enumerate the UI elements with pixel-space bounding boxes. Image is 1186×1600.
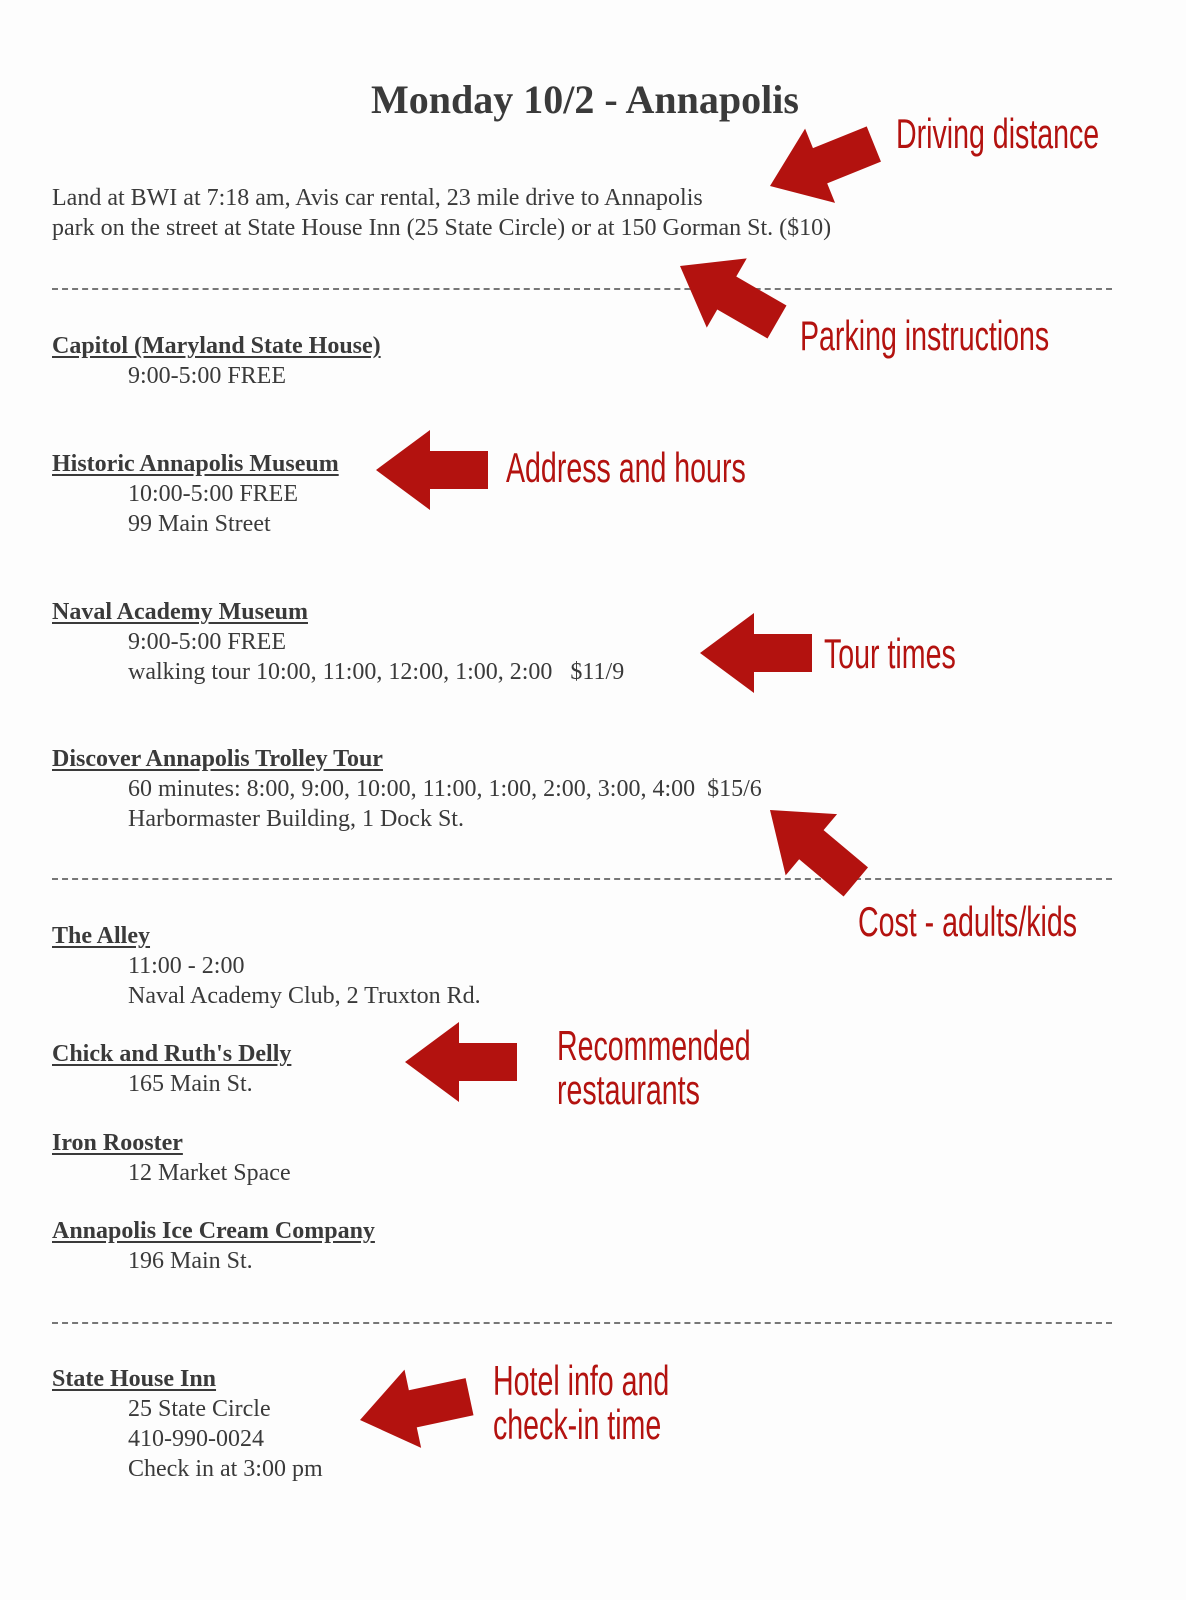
restaurant-the-alley: The Alley 11:00 - 2:00 Naval Academy Clu… — [52, 921, 481, 1011]
restaurant-chick-and-ruths: Chick and Ruth's Delly 165 Main St. — [52, 1039, 291, 1099]
hotel-name: State House Inn — [52, 1366, 217, 1392]
attraction-line: 9:00-5:00 FREE — [128, 363, 287, 389]
restaurant-ice-cream: Annapolis Ice Cream Company 196 Main St. — [52, 1216, 375, 1276]
restaurant-line: 11:00 - 2:00 — [128, 953, 245, 979]
attraction-line: walking tour 10:00, 11:00, 12:00, 1:00, … — [128, 659, 625, 685]
attraction-name: Discover Annapolis Trolley Tour — [52, 746, 383, 772]
page-title: Monday 10/2 - Annapolis — [371, 77, 799, 122]
restaurant-line: 165 Main St. — [128, 1071, 253, 1097]
divider — [52, 878, 1112, 880]
arrow-icon — [351, 1357, 478, 1460]
attraction-line: 99 Main Street — [128, 511, 271, 537]
restaurant-line: 12 Market Space — [128, 1160, 291, 1186]
divider — [52, 288, 1112, 290]
annotation-cost: Cost - adults/kids — [858, 898, 1078, 945]
annotation-line: check-in time — [493, 1401, 662, 1448]
arrow-icon — [405, 1022, 517, 1102]
annotation-restaurants: Recommended restaurants — [557, 1024, 751, 1112]
attraction-line: Harbormaster Building, 1 Dock St. — [128, 806, 464, 832]
attraction-naval-museum: Naval Academy Museum 9:00-5:00 FREE walk… — [52, 597, 624, 687]
restaurant-name: Iron Rooster — [52, 1130, 183, 1156]
restaurant-name: Annapolis Ice Cream Company — [52, 1218, 375, 1244]
attraction-line: 9:00-5:00 FREE — [128, 629, 287, 655]
annotation-line: Hotel info and — [493, 1357, 670, 1404]
arrow-icon — [660, 231, 797, 357]
attraction-name: Historic Annapolis Museum — [52, 451, 339, 477]
attraction-capitol: Capitol (Maryland State House) 9:00-5:00… — [52, 331, 381, 391]
attraction-line: 60 minutes: 8:00, 9:00, 10:00, 11:00, 1:… — [128, 776, 762, 802]
restaurant-line: 196 Main St. — [128, 1248, 253, 1274]
hotel-line: 25 State Circle — [128, 1396, 271, 1422]
annotation-line: restaurants — [557, 1066, 700, 1113]
annotation-tour-times: Tour times — [824, 630, 956, 677]
restaurant-name: Chick and Ruth's Delly — [52, 1041, 292, 1067]
attraction-trolley-tour: Discover Annapolis Trolley Tour 60 minut… — [52, 744, 762, 834]
annotation-line: Recommended — [557, 1022, 751, 1069]
restaurant-line: Naval Academy Club, 2 Truxton Rd. — [128, 983, 481, 1009]
annotation-hotel: Hotel info and check-in time — [493, 1359, 669, 1447]
restaurant-name: The Alley — [52, 923, 151, 949]
attraction-line: 10:00-5:00 FREE — [128, 481, 299, 507]
arrow-icon — [700, 613, 812, 693]
intro-line: Land at BWI at 7:18 am, Avis car rental,… — [52, 185, 703, 211]
intro-line: park on the street at State House Inn (2… — [52, 215, 832, 241]
attraction-name: Capitol (Maryland State House) — [52, 333, 381, 359]
divider — [52, 1322, 1112, 1324]
arrow-icon — [376, 430, 488, 510]
attraction-historic-museum: Historic Annapolis Museum 10:00-5:00 FRE… — [52, 449, 339, 539]
hotel-line: 410-990-0024 — [128, 1426, 264, 1452]
intro: Land at BWI at 7:18 am, Avis car rental,… — [52, 183, 831, 243]
restaurant-iron-rooster: Iron Rooster 12 Market Space — [52, 1128, 291, 1188]
hotel-line: Check in at 3:00 pm — [128, 1456, 323, 1482]
arrow-icon — [744, 779, 882, 913]
annotation-address-hours: Address and hours — [506, 444, 746, 491]
arrow-icon — [755, 106, 889, 224]
annotation-driving-distance: Driving distance — [896, 110, 1100, 157]
hotel: State House Inn 25 State Circle 410-990-… — [52, 1364, 323, 1484]
attraction-name: Naval Academy Museum — [52, 599, 308, 625]
annotation-parking: Parking instructions — [800, 312, 1050, 359]
